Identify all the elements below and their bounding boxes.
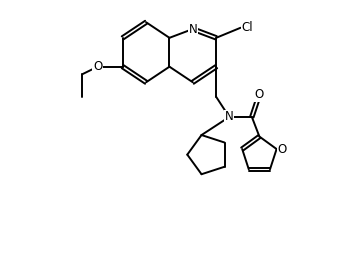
Text: O: O	[93, 60, 102, 73]
Text: Cl: Cl	[242, 21, 253, 34]
Text: N: N	[225, 110, 234, 123]
Text: O: O	[255, 88, 264, 101]
Text: N: N	[188, 23, 197, 36]
Text: O: O	[278, 142, 287, 155]
